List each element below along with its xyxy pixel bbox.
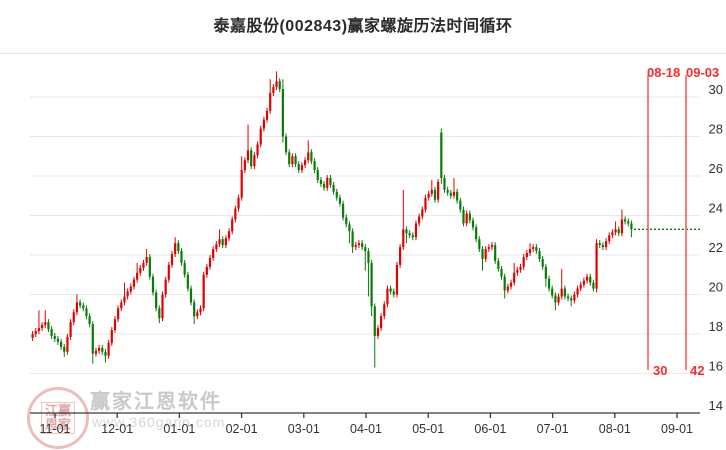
svg-text:20: 20	[709, 280, 723, 295]
chart-title: 泰嘉股份(002843)赢家螺旋历法时间循环	[213, 18, 513, 35]
svg-text:02-01: 02-01	[226, 422, 258, 436]
svg-text:18: 18	[709, 319, 723, 334]
svg-text:12-01: 12-01	[101, 422, 133, 436]
svg-text:07-01: 07-01	[537, 422, 569, 436]
svg-text:11-01: 11-01	[39, 422, 70, 436]
svg-text:05-01: 05-01	[412, 422, 444, 436]
svg-text:16: 16	[709, 359, 723, 374]
svg-text:14: 14	[709, 398, 723, 413]
title-divider	[0, 53, 726, 54]
watermark-logo-text: 江赢 恩家	[40, 402, 75, 434]
event-date-label-1: 08-18	[647, 65, 681, 80]
event-value-label-1: 30	[653, 363, 668, 378]
svg-text:08-01: 08-01	[599, 422, 631, 436]
svg-text:03-01: 03-01	[288, 422, 320, 436]
event-value-label-2: 42	[690, 363, 705, 378]
svg-text:24: 24	[709, 201, 723, 216]
event-date-label-2: 09-03	[686, 65, 720, 80]
svg-text:01-01: 01-01	[163, 422, 195, 436]
svg-text:09-01: 09-01	[661, 422, 693, 436]
watermark-logo: 江赢 恩家	[27, 387, 89, 449]
svg-text:04-01: 04-01	[350, 422, 382, 436]
svg-text:22: 22	[709, 240, 723, 255]
watermark-name: 赢家江恩软件	[90, 391, 222, 413]
watermark-url: www.360gann.com	[92, 414, 226, 430]
svg-text:06-01: 06-01	[474, 422, 506, 436]
svg-text:26: 26	[709, 161, 723, 176]
svg-text:30: 30	[709, 82, 723, 97]
svg-text:28: 28	[709, 122, 723, 137]
